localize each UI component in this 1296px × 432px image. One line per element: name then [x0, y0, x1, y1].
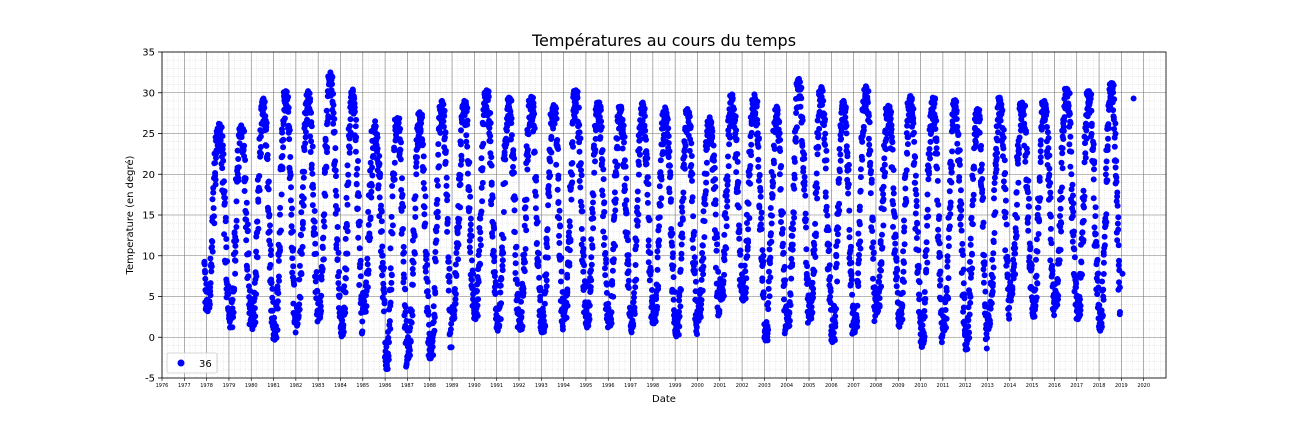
- x-tick-label: 2003: [758, 383, 771, 389]
- data-points: [201, 69, 1137, 372]
- x-tick-label: 1978: [200, 383, 213, 389]
- x-tick-label: 2015: [1026, 383, 1039, 389]
- x-tick-label: 2016: [1048, 383, 1061, 389]
- x-tick-label: 2000: [691, 383, 704, 389]
- x-tick-label: 1979: [223, 383, 236, 389]
- x-tick-label: 2011: [937, 383, 950, 389]
- legend-box: [166, 352, 218, 374]
- x-tick-label: 2006: [825, 383, 838, 389]
- x-tick-label: 2005: [803, 383, 816, 389]
- legend-marker: [177, 359, 185, 367]
- y-tick-label: 5: [149, 292, 155, 303]
- legend-label: 36: [199, 359, 212, 370]
- x-tick-label: 2007: [847, 383, 860, 389]
- y-tick-label: 15: [142, 211, 155, 222]
- x-tick-label: 1993: [535, 383, 548, 389]
- series-36-points: [201, 69, 1137, 372]
- x-tick-label: 2004: [780, 383, 793, 389]
- y-tick-label: -5: [145, 374, 155, 385]
- x-tick-label: 2012: [959, 383, 972, 389]
- y-tick-label: 25: [142, 129, 155, 140]
- x-tick-label: 2010: [914, 383, 927, 389]
- x-tick-label: 1982: [289, 383, 302, 389]
- x-tick-label: 1990: [468, 383, 481, 389]
- x-tick-label: 1980: [245, 383, 258, 389]
- x-axis-label: Date: [652, 394, 676, 405]
- x-tick-label: 2002: [736, 383, 749, 389]
- x-tick-label: 1995: [580, 383, 593, 389]
- x-tick-label: 1984: [334, 383, 347, 389]
- y-tick-label: 10: [142, 251, 155, 262]
- y-axis-label: Temperature (en degré): [124, 155, 136, 275]
- x-tick-label: 1997: [624, 383, 637, 389]
- x-tick-label: 2018: [1093, 383, 1106, 389]
- x-tick-label: 1981: [267, 383, 280, 389]
- x-tick-label: 2001: [713, 383, 726, 389]
- x-tick-label: 1992: [513, 383, 526, 389]
- x-tick-label: 1989: [446, 383, 459, 389]
- y-tick-label: 35: [142, 48, 155, 59]
- x-tick-label: 1985: [356, 383, 369, 389]
- x-tick-label: 2014: [1003, 383, 1016, 389]
- x-tick-label: 1998: [646, 383, 659, 389]
- x-tick-label: 1994: [557, 383, 570, 389]
- x-tick-label: 1999: [669, 383, 682, 389]
- x-tick-label: 1976: [156, 383, 169, 389]
- x-tick-label: 2008: [870, 383, 883, 389]
- x-tick-label: 2009: [892, 383, 905, 389]
- legend: 36: [166, 352, 218, 374]
- y-tick-label: 30: [142, 88, 155, 99]
- x-tick-label: 2013: [981, 383, 994, 389]
- x-tick-label: 2019: [1115, 383, 1128, 389]
- x-tick-label: 1987: [401, 383, 414, 389]
- x-axis-ticks: 1976 1977 1978 1979 1980 1981 1982 1983 1984 1985…: [156, 378, 1150, 389]
- x-tick-label: 1983: [312, 383, 325, 389]
- x-tick-label: 1977: [178, 383, 191, 389]
- y-tick-label: 20: [142, 170, 155, 181]
- y-axis-ticks: -5 0 5 10 15 20 25 30 35: [142, 48, 162, 385]
- chart-title: Températures au cours du temps: [531, 31, 796, 50]
- x-tick-label: 1988: [423, 383, 436, 389]
- y-tick-label: 0: [149, 333, 155, 344]
- x-tick-label: 2017: [1070, 383, 1083, 389]
- x-tick-label: 1996: [602, 383, 615, 389]
- x-tick-label: 2020: [1137, 383, 1150, 389]
- x-tick-label: 1986: [379, 383, 392, 389]
- x-tick-label: 1991: [490, 383, 503, 389]
